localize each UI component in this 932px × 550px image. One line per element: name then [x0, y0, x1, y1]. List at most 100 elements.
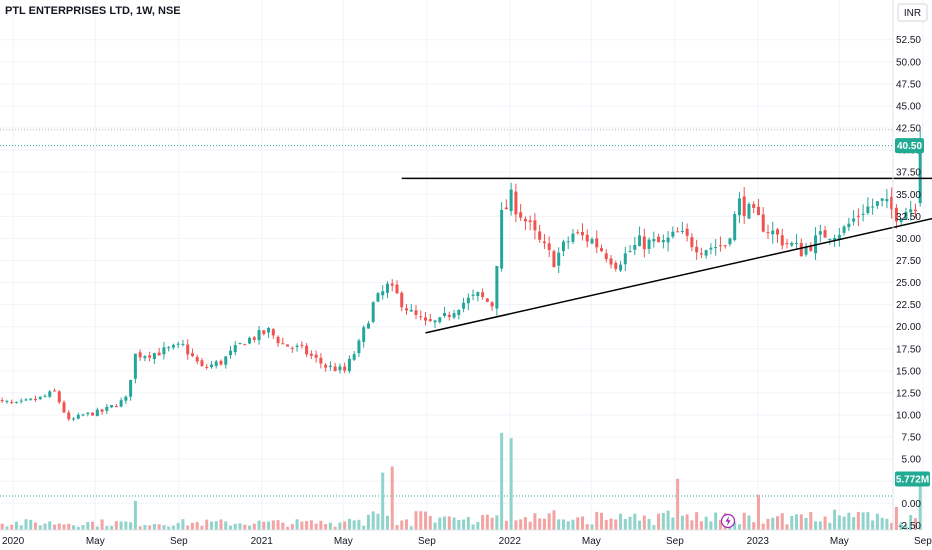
volume-bar — [828, 522, 832, 530]
volume-bar — [385, 515, 389, 530]
candle-body — [614, 262, 618, 269]
candle-body — [547, 243, 551, 250]
candle-body — [485, 298, 489, 302]
candle-body — [366, 323, 370, 329]
y-tick-label: 45.00 — [896, 101, 921, 112]
candle-body — [799, 243, 803, 257]
y-tick-label: -2.50 — [898, 521, 921, 532]
volume-bar — [48, 521, 52, 530]
candle-body — [148, 355, 152, 358]
volume-bar — [200, 525, 204, 530]
candle-body — [823, 230, 827, 238]
candle-body — [143, 356, 147, 359]
volume-bar — [718, 519, 722, 530]
volume-bar — [899, 522, 903, 530]
volume-bar — [871, 520, 875, 530]
candle-body — [490, 302, 494, 307]
candle-body — [785, 243, 789, 245]
candle-body — [24, 399, 28, 401]
candle-body — [709, 247, 713, 250]
volume-bar — [504, 520, 508, 530]
candle-body — [262, 330, 266, 335]
volume-bar — [547, 513, 551, 530]
candle-body — [395, 284, 399, 294]
candle-body — [699, 253, 703, 255]
candle-body — [633, 244, 637, 250]
volume-bar — [257, 520, 261, 530]
candle-body — [523, 218, 527, 222]
candle-body — [33, 399, 37, 401]
support-trendline[interactable] — [425, 217, 932, 334]
candle-body — [190, 353, 194, 357]
candle-body — [81, 414, 85, 416]
candle-body — [566, 241, 570, 243]
reference-lines — [0, 129, 893, 497]
candle-body — [561, 241, 565, 252]
volume-bar — [10, 524, 14, 530]
volume-bar — [390, 466, 394, 530]
chart-title: PTL ENTERPRISES LTD, 1W, NSE — [5, 5, 181, 17]
candle-body — [761, 214, 765, 232]
volume-bar — [566, 521, 570, 530]
candle-body — [638, 235, 642, 247]
candle-body — [452, 313, 456, 318]
currency-button[interactable]: INR — [897, 3, 928, 22]
volume-bar — [842, 516, 846, 530]
candle-body — [114, 405, 118, 407]
candle-body — [62, 402, 66, 413]
candle-body — [580, 231, 584, 236]
volume-bar — [162, 525, 166, 530]
candle-body — [571, 233, 575, 242]
volume-bar — [133, 500, 137, 530]
volume-bar — [214, 521, 218, 530]
trendlines[interactable] — [401, 177, 932, 334]
volume-bar — [571, 519, 575, 530]
candle-body — [400, 292, 404, 308]
volume-bar — [81, 525, 85, 530]
candle-body — [195, 357, 199, 362]
candle-body — [300, 344, 304, 346]
volume-bar — [305, 521, 309, 530]
volume-bar — [804, 517, 808, 530]
candle-body — [894, 207, 898, 222]
candle-body — [866, 206, 870, 213]
candle-body — [181, 343, 185, 345]
volume-badge-bg — [895, 471, 930, 487]
y-tick-label: 12.50 — [896, 388, 921, 399]
volume-bar — [343, 521, 347, 530]
volume-bar — [557, 519, 561, 530]
volume-bar — [666, 510, 670, 530]
y-tick-label: 25.00 — [896, 278, 921, 289]
candle-body — [328, 365, 332, 367]
volume-bar — [623, 518, 627, 530]
volume-bar — [119, 521, 123, 530]
candle-body — [714, 247, 718, 249]
candle-body — [324, 364, 328, 368]
candle-body — [76, 414, 80, 419]
volume-bar — [281, 522, 285, 530]
volume-bar — [771, 517, 775, 530]
volume-bar — [466, 516, 470, 530]
volume-bar — [780, 513, 784, 530]
time-axis[interactable]: 2020 May Sep 2021 May Sep 2022 May Sep 2023 May Sep… — [2, 536, 932, 547]
volume-bar — [685, 514, 689, 530]
volume-bar — [766, 518, 770, 530]
candle-body — [267, 327, 271, 333]
candle-body — [623, 253, 627, 265]
volume-bar — [614, 519, 618, 530]
volume-bar — [471, 524, 475, 530]
volume-bar — [371, 511, 375, 530]
volume-bar — [171, 525, 175, 530]
volume-bar — [885, 518, 889, 530]
volume-bar — [24, 519, 28, 530]
volume-bar — [576, 517, 580, 530]
flash-icon[interactable] — [720, 513, 736, 529]
y-tick-label: 37.50 — [896, 168, 921, 179]
volume-bar — [652, 525, 656, 530]
y-tick-label: 47.50 — [896, 79, 921, 90]
candle-body — [837, 234, 841, 240]
volume-badge-text: 5.772M — [896, 475, 929, 486]
candle-body — [462, 302, 466, 309]
candle-body — [666, 237, 670, 243]
